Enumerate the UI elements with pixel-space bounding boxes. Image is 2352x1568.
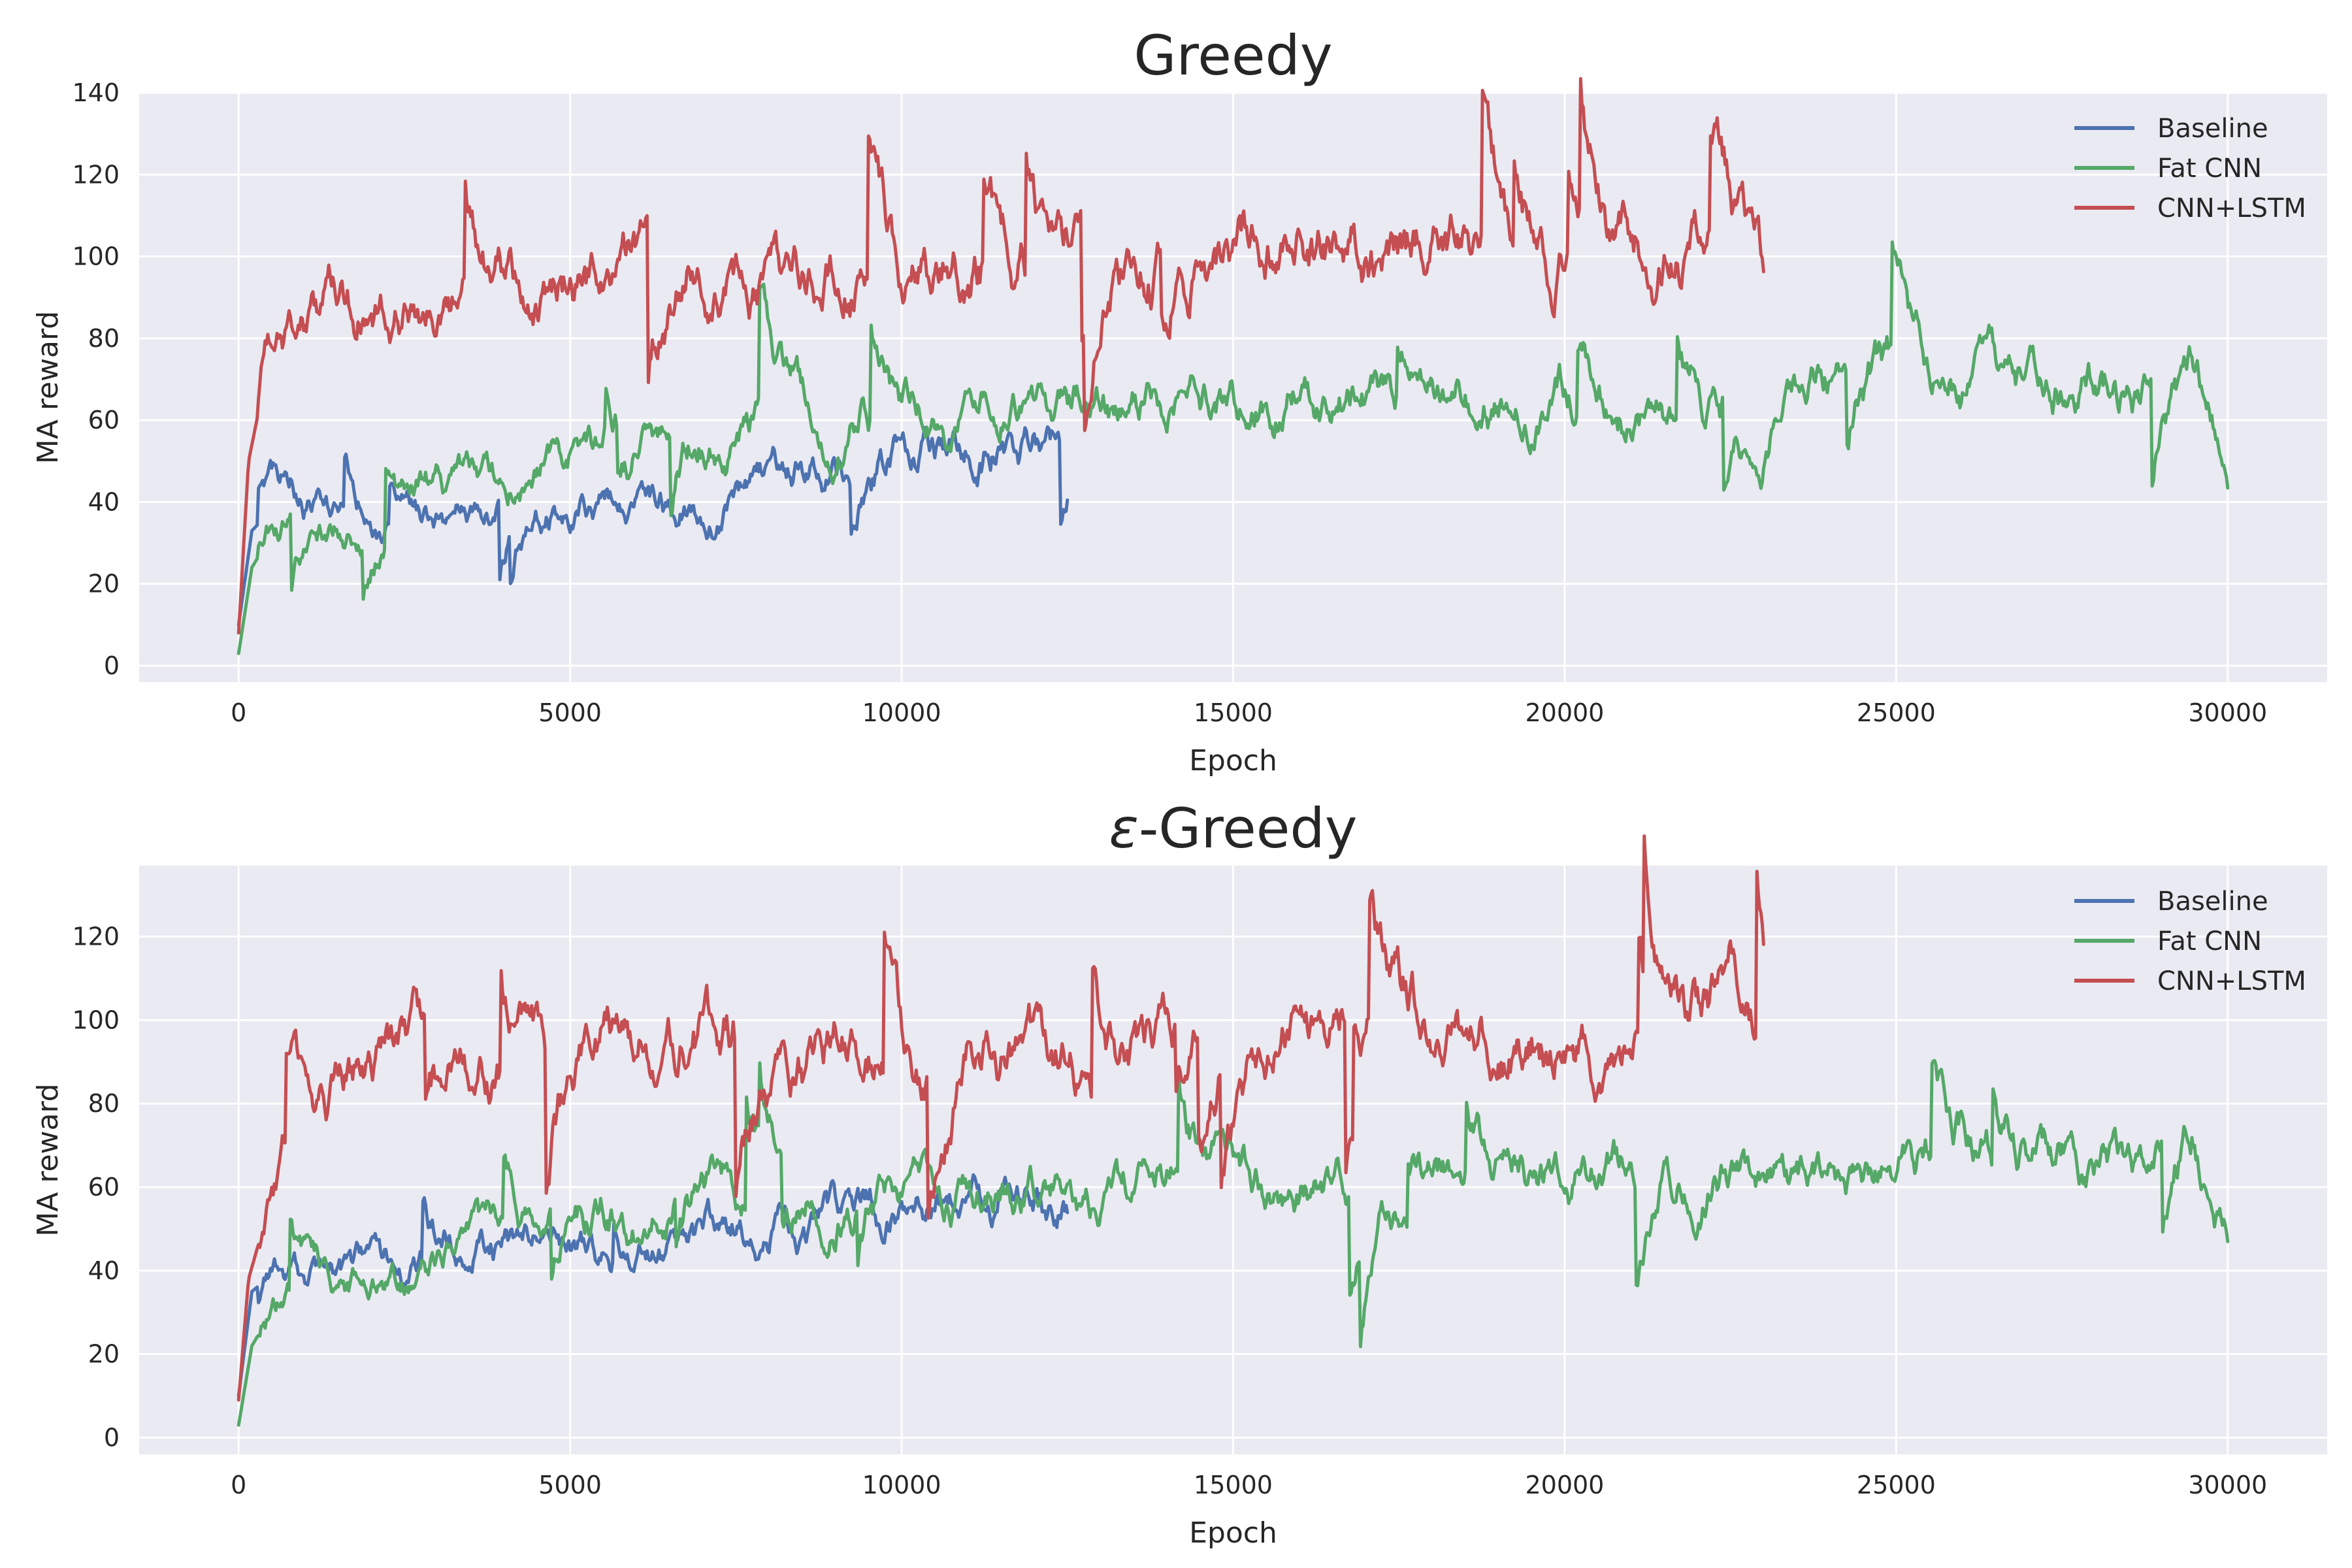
- series-epsilon-greedy: [237, 834, 2230, 1427]
- x-tick-label: 10000: [862, 698, 941, 727]
- y-tick-label: 20: [88, 1340, 120, 1369]
- x-tick-label: 0: [231, 1471, 246, 1499]
- series-line-cnn-lstm: [237, 834, 1765, 1402]
- chart-title-symbol: ε: [1109, 796, 1139, 860]
- x-axis-label-greedy: Epoch: [1189, 744, 1277, 777]
- x-tick-label: 5000: [538, 1471, 602, 1499]
- y-tick-label: 120: [72, 160, 120, 189]
- y-axis-label-greedy: MA reward: [31, 311, 65, 464]
- chart-title-text: Greedy: [1134, 24, 1332, 88]
- chart-greedy: 0 5000 10000 15000 20000 25000 30000 0 20 40 60 80…: [31, 24, 2327, 777]
- y-ticks-epsilon-greedy: 0 20 40 60 80 100 120: [72, 923, 120, 1452]
- chart-epsilon-greedy: 0 5000 10000 15000 20000 25000 30000 0 20 40 60 80…: [31, 796, 2327, 1550]
- y-tick-label: 40: [88, 487, 120, 516]
- legend-label: Baseline: [2157, 887, 2268, 917]
- y-ticks-greedy: 0 20 40 60 80 100 120 140: [72, 78, 120, 680]
- x-tick-label: 0: [231, 698, 246, 727]
- y-tick-label: 80: [88, 324, 120, 353]
- x-tick-label: 30000: [2188, 1471, 2267, 1499]
- y-tick-label: 40: [88, 1256, 120, 1285]
- x-tick-label: 20000: [1525, 1471, 1604, 1499]
- y-tick-label: 60: [88, 406, 120, 434]
- x-ticks-epsilon-greedy: 0 5000 10000 15000 20000 25000 30000: [231, 1471, 2267, 1499]
- y-axis-label-epsilon-greedy: MA reward: [31, 1083, 65, 1236]
- gridlines-epsilon-greedy: [139, 866, 2327, 1454]
- gridlines-greedy: [139, 91, 2327, 682]
- legend-label: Fat CNN: [2157, 154, 2262, 184]
- chart-title-epsilon-greedy: ε-Greedy: [1109, 796, 1358, 860]
- y-tick-label: 100: [72, 1005, 120, 1034]
- y-tick-label: 0: [104, 1423, 120, 1452]
- x-tick-label: 25000: [1857, 1471, 1936, 1499]
- chart-title-text: -Greedy: [1139, 796, 1357, 860]
- legend-label: CNN+LSTM: [2157, 966, 2306, 996]
- x-ticks-greedy: 0 5000 10000 15000 20000 25000 30000: [231, 698, 2267, 727]
- x-tick-label: 10000: [862, 1471, 941, 1499]
- series-greedy: [237, 76, 2230, 655]
- x-axis-label-epsilon-greedy: Epoch: [1189, 1516, 1277, 1550]
- series-line-baseline: [237, 425, 1070, 627]
- chart-title-greedy: Greedy: [1134, 24, 1332, 88]
- legend-label: Fat CNN: [2157, 926, 2262, 956]
- series-line-cnn-lstm: [237, 76, 1765, 635]
- legend-label: CNN+LSTM: [2157, 193, 2306, 223]
- x-tick-label: 15000: [1194, 698, 1273, 727]
- legend-label: Baseline: [2157, 114, 2268, 144]
- x-tick-label: 5000: [538, 698, 602, 727]
- series-line-fat-cnn: [237, 1058, 2230, 1427]
- legend-greedy: Baseline Fat CNN CNN+LSTM: [2074, 114, 2306, 223]
- y-tick-label: 120: [72, 923, 120, 951]
- series-line-fat-cnn: [237, 240, 2230, 655]
- y-tick-label: 0: [104, 651, 120, 680]
- y-tick-label: 80: [88, 1089, 120, 1118]
- x-tick-label: 15000: [1194, 1471, 1273, 1499]
- x-tick-label: 30000: [2188, 698, 2267, 727]
- legend-epsilon-greedy: Baseline Fat CNN CNN+LSTM: [2074, 887, 2306, 996]
- y-tick-label: 140: [72, 78, 120, 107]
- x-tick-label: 25000: [1857, 698, 1936, 727]
- y-tick-label: 20: [88, 570, 120, 598]
- y-tick-label: 100: [72, 242, 120, 271]
- y-tick-label: 60: [88, 1173, 120, 1201]
- x-tick-label: 20000: [1525, 698, 1604, 727]
